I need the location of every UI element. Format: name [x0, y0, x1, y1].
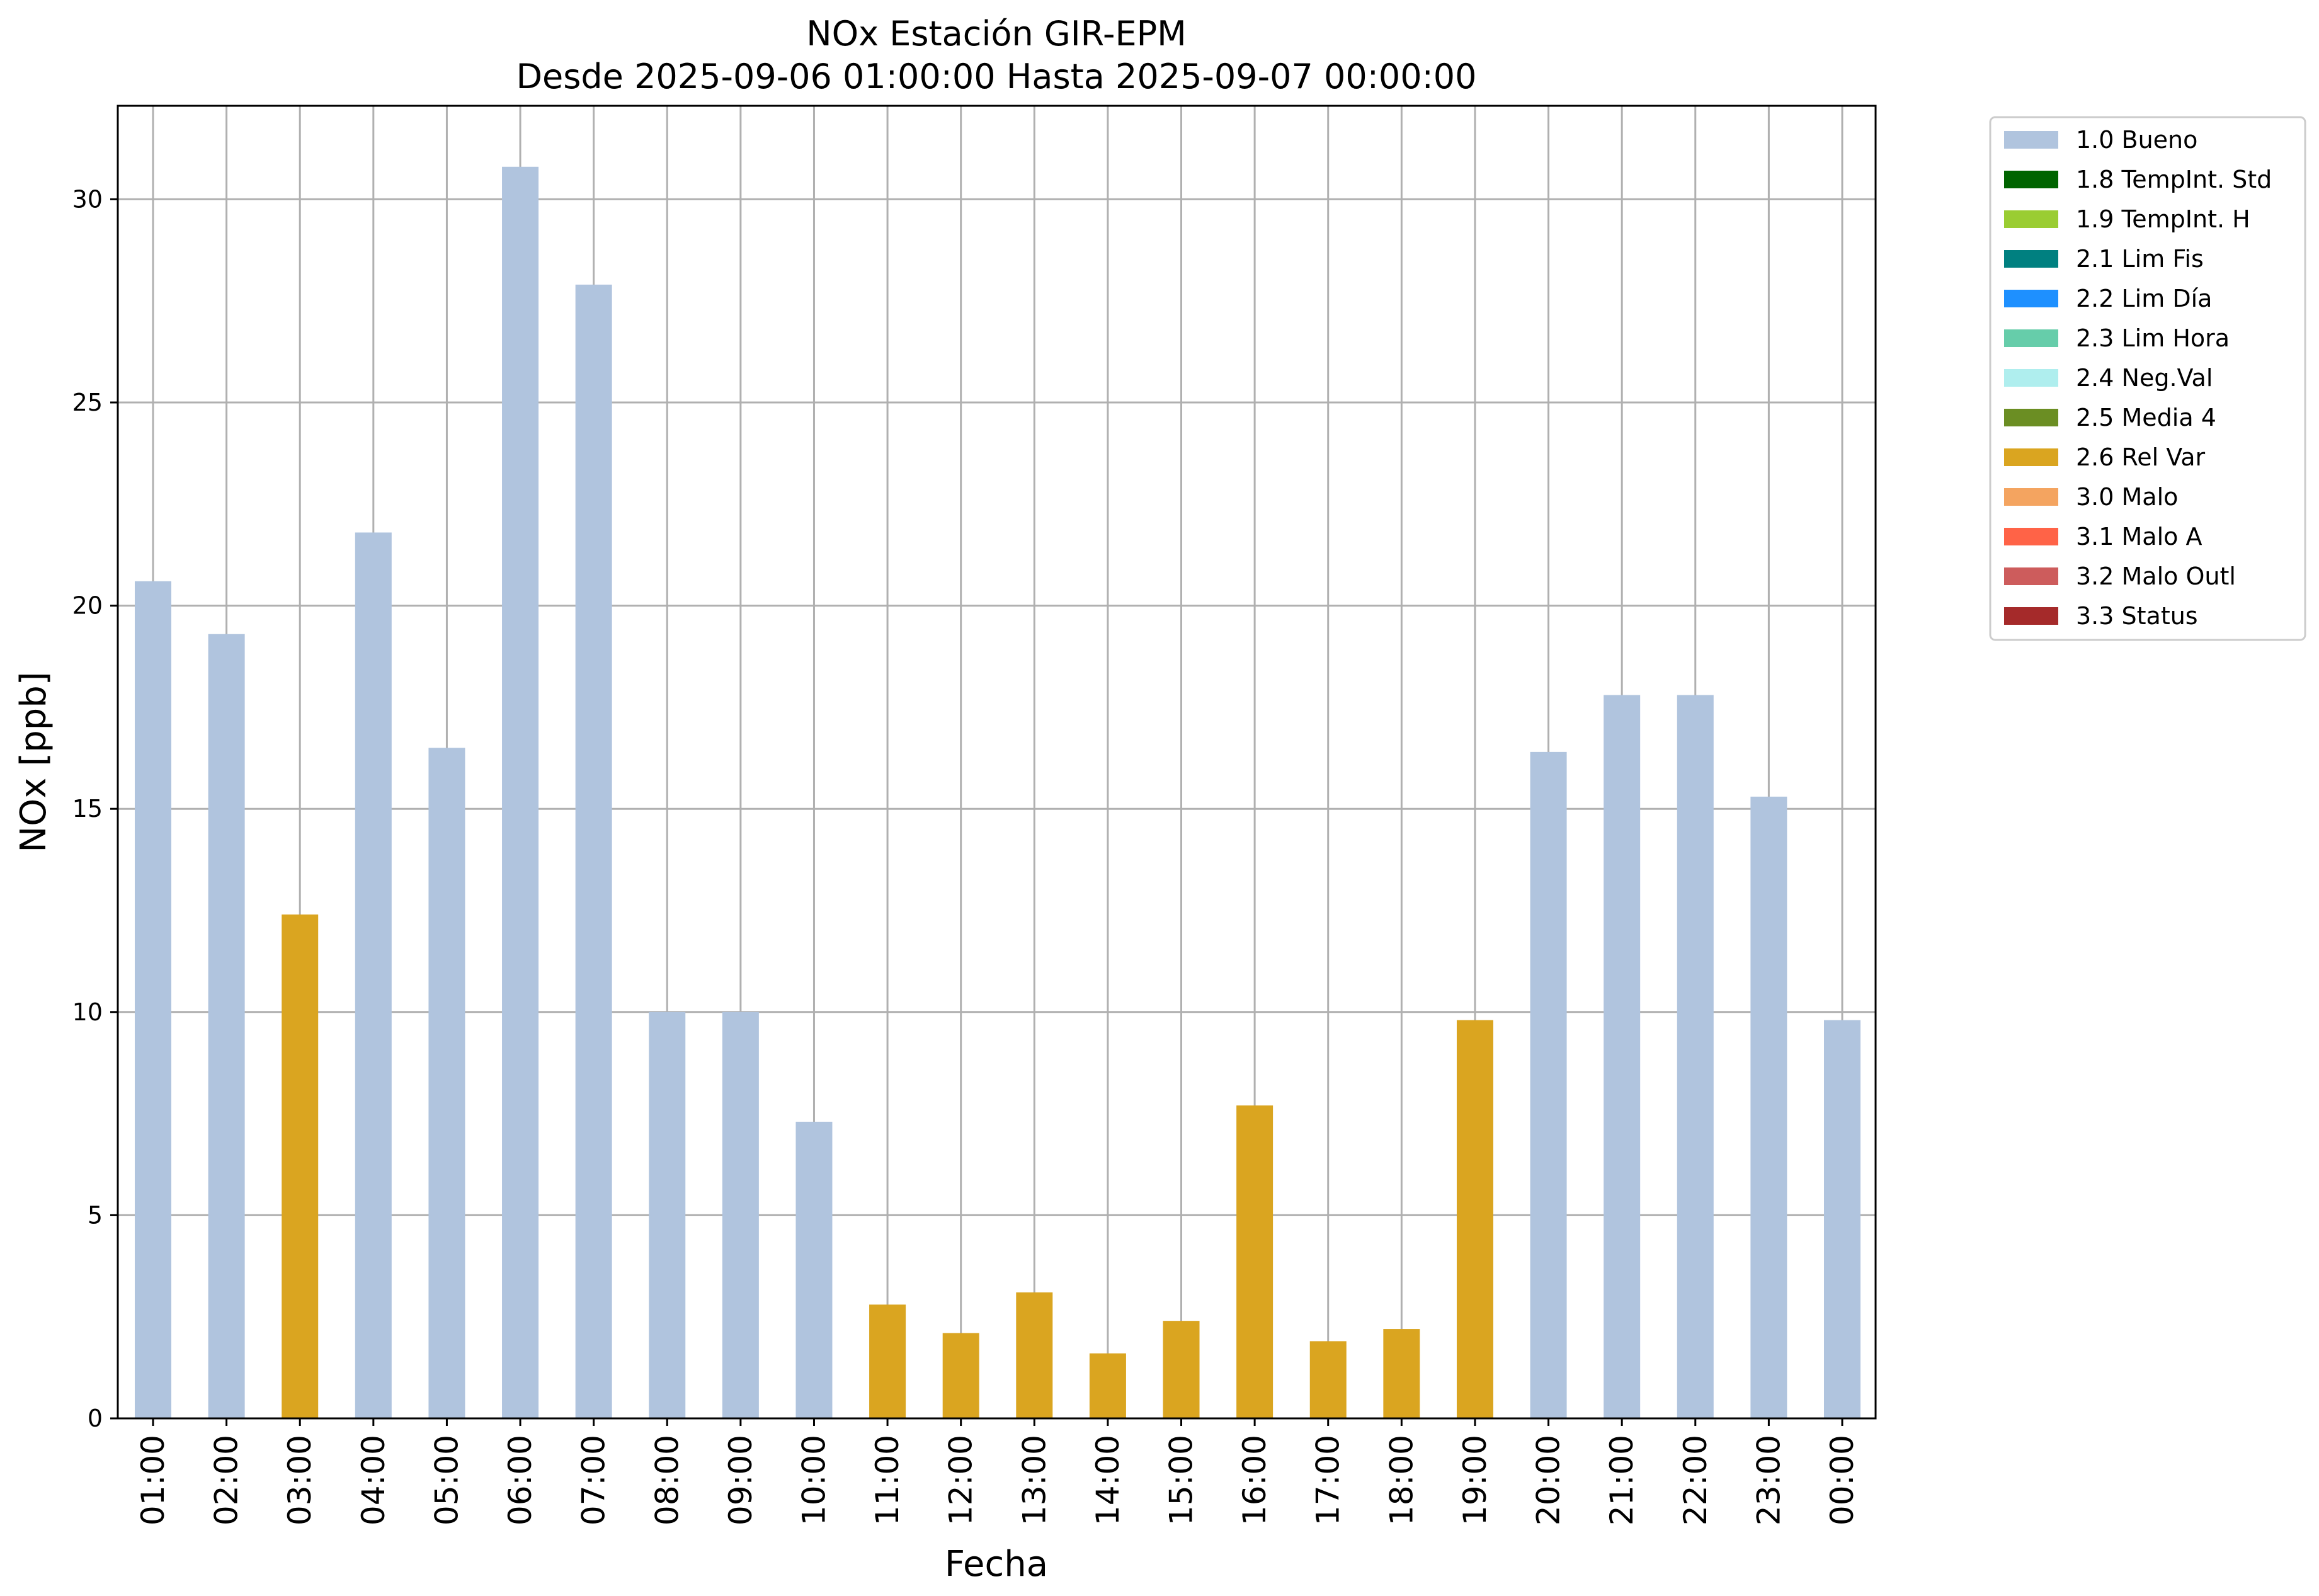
legend-swatch	[2004, 528, 2058, 545]
y-tick-label: 25	[72, 389, 103, 416]
bar-0200	[208, 634, 245, 1418]
x-tick-label: 11:00	[869, 1435, 906, 1525]
bar-0800	[649, 1012, 686, 1418]
y-tick-label: 0	[88, 1405, 103, 1432]
x-axis-label: Fecha	[945, 1544, 1048, 1585]
legend-label: 3.0 Malo	[2076, 483, 2178, 511]
bar-2000	[1530, 751, 1567, 1418]
legend-swatch	[2004, 369, 2058, 387]
x-tick-label: 16:00	[1236, 1435, 1273, 1525]
x-ticks: 01:00 02:00 03:00 04:00 05:00 06:00 07:00 08:00…	[135, 1418, 1860, 1525]
legend-label: 2.1 Lim Fis	[2076, 245, 2204, 273]
bar-0900	[722, 1012, 759, 1418]
legend-label: 1.9 TempInt. H	[2076, 205, 2250, 233]
legend-swatch	[2004, 607, 2058, 625]
legend-swatch	[2004, 250, 2058, 268]
x-tick-label: 03:00	[282, 1435, 318, 1525]
legend-label: 2.3 Lim Hora	[2076, 324, 2230, 352]
bar-0600	[502, 166, 539, 1419]
x-tick-label: 22:00	[1677, 1435, 1714, 1525]
chart-subtitle: Desde 2025-09-06 01:00:00 Hasta 2025-09-…	[516, 57, 1476, 96]
legend-label: 1.0 Bueno	[2076, 126, 2197, 154]
x-tick-label: 00:00	[1824, 1435, 1860, 1525]
legend-label: 2.6 Rel Var	[2076, 443, 2206, 471]
x-tick-label: 04:00	[355, 1435, 392, 1525]
bar-1900	[1456, 1020, 1493, 1418]
y-tick-label: 10	[72, 998, 103, 1026]
bar-0700	[575, 284, 612, 1418]
legend-label: 3.3 Status	[2076, 602, 2198, 630]
legend-swatch	[2004, 567, 2058, 585]
bar-1800	[1383, 1329, 1420, 1418]
y-tick-label: 15	[72, 795, 103, 823]
legend-swatch	[2004, 290, 2058, 307]
legend-label: 2.2 Lim Día	[2076, 285, 2212, 312]
legend-swatch	[2004, 329, 2058, 347]
y-tick-label: 5	[88, 1201, 103, 1229]
x-tick-label: 21:00	[1604, 1435, 1640, 1525]
y-tick-label: 20	[72, 592, 103, 620]
bar-2200	[1677, 695, 1714, 1418]
legend-frame	[1989, 116, 2306, 641]
legend-label: 3.2 Malo Outl	[2076, 562, 2236, 590]
legend-label: 1.8 TempInt. Std	[2076, 166, 2272, 193]
bar-0000	[1824, 1020, 1860, 1418]
bar-1500	[1163, 1321, 1200, 1418]
bar-1200	[942, 1333, 979, 1418]
legend-swatch	[2004, 171, 2058, 188]
plot-frame	[117, 105, 1877, 1420]
legend-swatch	[2004, 448, 2058, 466]
x-tick-label: 08:00	[649, 1435, 685, 1525]
bar-2100	[1604, 695, 1641, 1418]
x-tick-label: 15:00	[1163, 1435, 1200, 1525]
legend-label: 2.4 Neg.Val	[2076, 364, 2213, 392]
legend: 1.0 Bueno 1.8 TempInt. Std 1.9 TempInt. H 2…	[1989, 116, 2306, 641]
bar-2300	[1750, 796, 1787, 1418]
legend-swatch	[2004, 210, 2058, 228]
x-tick-label: 23:00	[1750, 1435, 1787, 1525]
x-tick-label: 01:00	[135, 1435, 171, 1525]
bar-1000	[795, 1122, 833, 1418]
legend-swatch	[2004, 409, 2058, 426]
x-tick-label: 13:00	[1016, 1435, 1052, 1525]
y-axis-label: NOx [ppb]	[13, 671, 54, 852]
x-tick-label: 09:00	[722, 1435, 759, 1525]
x-tick-label: 07:00	[576, 1435, 612, 1525]
x-tick-label: 12:00	[943, 1435, 979, 1525]
chart-title: NOx Estación GIR-EPM	[806, 14, 1187, 54]
x-tick-label: 02:00	[208, 1435, 245, 1525]
x-tick-label: 20:00	[1530, 1435, 1567, 1525]
x-tick-label: 19:00	[1457, 1435, 1493, 1525]
bar-1700	[1309, 1341, 1347, 1418]
legend-swatch	[2004, 488, 2058, 506]
x-tick-label: 05:00	[428, 1435, 465, 1525]
y-ticks: 0 5 10 15 20 25 30	[72, 185, 118, 1432]
legend-label: 3.1 Malo A	[2076, 523, 2202, 550]
x-tick-label: 10:00	[795, 1435, 832, 1525]
bar-0300	[282, 914, 319, 1418]
bar-0500	[428, 748, 465, 1418]
bar-0400	[355, 532, 392, 1418]
bar-0100	[135, 581, 171, 1418]
legend-label: 2.5 Media 4	[2076, 404, 2216, 431]
bar-1300	[1016, 1292, 1053, 1418]
x-tick-label: 17:00	[1310, 1435, 1347, 1525]
legend-swatch	[2004, 131, 2058, 149]
x-tick-label: 14:00	[1090, 1435, 1126, 1525]
bars	[135, 166, 1860, 1419]
x-tick-label: 18:00	[1383, 1435, 1420, 1525]
x-tick-label: 06:00	[502, 1435, 538, 1525]
bar-1600	[1236, 1105, 1273, 1418]
bar-1400	[1089, 1353, 1126, 1418]
bar-1100	[869, 1304, 906, 1418]
y-tick-label: 30	[72, 185, 103, 213]
